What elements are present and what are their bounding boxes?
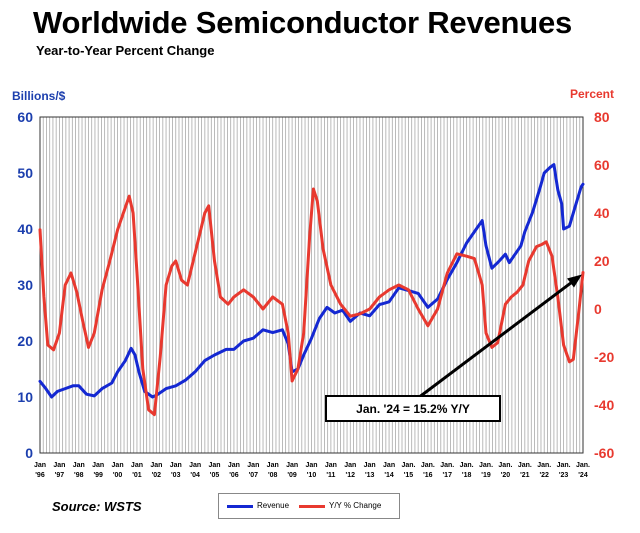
x-tick-label: Jan xyxy=(189,462,201,469)
x-tick-label: Jan. xyxy=(460,462,474,469)
x-tick-label: '11 xyxy=(326,472,335,479)
chart-subtitle: Year-to-Year Percent Change xyxy=(36,43,215,58)
x-tick-label: Jan xyxy=(92,462,104,469)
y-left-tick-label: 20 xyxy=(17,333,33,349)
x-tick-label: '16 xyxy=(423,472,433,479)
x-tick-label: '20 xyxy=(501,472,511,479)
x-tick-label: Jan xyxy=(344,462,356,469)
x-tick-label: '07 xyxy=(249,472,259,479)
y-left-tick-label: 50 xyxy=(17,165,33,181)
y-right-tick-label: 20 xyxy=(594,253,610,269)
x-tick-label: '18 xyxy=(462,472,472,479)
x-tick-label: '23 xyxy=(559,472,569,479)
x-tick-label: '21 xyxy=(520,472,530,479)
x-tick-label: '19 xyxy=(481,472,491,479)
series-line-revenue xyxy=(38,163,585,399)
x-tick-label: Jan xyxy=(228,462,240,469)
x-tick-label: '00 xyxy=(113,472,123,479)
y-right-tick-label: 0 xyxy=(594,301,602,317)
x-tick-label: '24 xyxy=(578,472,588,479)
source-note: Source: WSTS xyxy=(52,499,142,514)
x-tick-label: '06 xyxy=(229,472,239,479)
y-left-tick-label: 10 xyxy=(17,389,33,405)
annotation-box xyxy=(325,395,501,422)
x-tick-label: '02 xyxy=(152,472,162,479)
y-right-tick-label: -40 xyxy=(594,397,614,413)
x-tick-label: '12 xyxy=(346,472,356,479)
x-tick-label: '10 xyxy=(307,472,317,479)
x-tick-label: Jan xyxy=(286,462,298,469)
x-tick-label: Jan xyxy=(73,462,85,469)
y-right-tick-label: 60 xyxy=(594,157,610,173)
x-tick-label: Jan. xyxy=(479,462,493,469)
x-tick-label: Jan xyxy=(305,462,317,469)
x-tick-label: Jan. xyxy=(518,462,532,469)
gridlines xyxy=(39,117,584,453)
x-tick-label: Jan xyxy=(364,462,376,469)
x-tick-label: Jan. xyxy=(576,462,590,469)
x-tick-label: Jan xyxy=(150,462,162,469)
legend-revenue-label: Revenue xyxy=(257,501,290,510)
x-tick-label: '99 xyxy=(93,472,103,479)
y-left-tick-label: 40 xyxy=(17,221,33,237)
x-tick-label: Jan. xyxy=(537,462,551,469)
x-tick-label: '01 xyxy=(132,472,142,479)
x-tick-label: '22 xyxy=(539,472,549,479)
x-tick-label: Jan xyxy=(383,462,395,469)
x-tick-label: Jan. xyxy=(498,462,512,469)
x-tick-label: '17 xyxy=(443,472,453,479)
x-tick-label: '05 xyxy=(210,472,220,479)
series-line-yoy xyxy=(38,187,585,417)
chart-title: Worldwide Semiconductor Revenues xyxy=(33,5,573,40)
x-tick-label: Jan xyxy=(267,462,279,469)
x-tick-label: Jan xyxy=(325,462,337,469)
x-tick-label: '09 xyxy=(287,472,297,479)
y-left-tick-label: 60 xyxy=(17,109,33,125)
y-left-tick-label: 30 xyxy=(17,277,33,293)
x-tick-label: Jan xyxy=(247,462,259,469)
x-tick-label: Jan. xyxy=(421,462,435,469)
y-left-tick-label: 0 xyxy=(25,445,33,461)
x-tick-label: Jan xyxy=(34,462,46,469)
legend-yoy-label: Y/Y % Change xyxy=(329,501,382,510)
y-right-tick-label: 40 xyxy=(594,205,610,221)
x-tick-label: Jan xyxy=(170,462,182,469)
chart-legend: Revenue Y/Y % Change xyxy=(218,493,400,519)
y-right-tick-label: 80 xyxy=(594,109,610,125)
legend-revenue-swatch xyxy=(227,505,253,508)
y-axis-left-label: Billions/$ xyxy=(12,89,66,103)
x-tick-label: '03 xyxy=(171,472,181,479)
x-tick-label: '14 xyxy=(384,472,394,479)
annotation-label: Jan. '24 = 15.2% Y/Y xyxy=(356,402,470,416)
y-right-tick-label: -60 xyxy=(594,445,614,461)
x-tick-label: '96 xyxy=(35,472,45,479)
x-tick-label: '15 xyxy=(404,472,414,479)
x-tick-label: '04 xyxy=(190,472,200,479)
legend-yoy-swatch xyxy=(299,505,325,508)
y-axis-right-label: Percent xyxy=(570,87,614,101)
x-tick-label: Jan xyxy=(131,462,143,469)
y-right-tick-label: -20 xyxy=(594,349,614,365)
x-tick-label: Jan. xyxy=(557,462,571,469)
x-tick-label: Jan xyxy=(53,462,65,469)
x-tick-label: '98 xyxy=(74,472,84,479)
x-tick-label: Jan xyxy=(112,462,124,469)
annotation-arrow xyxy=(417,279,575,400)
annotation-arrowhead xyxy=(567,274,582,288)
x-tick-label: '97 xyxy=(55,472,65,479)
x-tick-label: '13 xyxy=(365,472,375,479)
x-tick-label: Jan xyxy=(209,462,221,469)
x-tick-label: Jan. xyxy=(440,462,454,469)
x-tick-label: Jan. xyxy=(401,462,415,469)
x-tick-label: '08 xyxy=(268,472,278,479)
